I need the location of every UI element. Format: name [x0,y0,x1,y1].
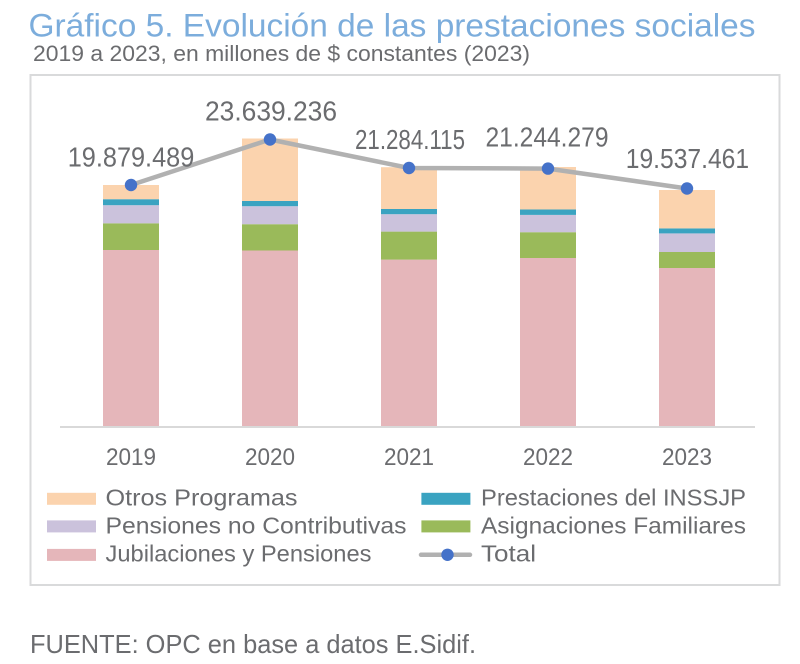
svg-text:Total: Total [481,541,536,567]
svg-text:Otros Programas: Otros Programas [106,485,298,511]
svg-text:19.537.461: 19.537.461 [626,143,749,174]
svg-text:Asignaciones Familiares: Asignaciones Familiares [481,513,746,539]
svg-text:Jubilaciones y Pensiones: Jubilaciones y Pensiones [106,541,372,567]
svg-text:Gráfico 5. Evolución de las pr: Gráfico 5. Evolución de las prestaciones… [29,8,756,44]
svg-text:2021: 2021 [384,444,434,471]
svg-text:2019 a 2023, en millones de $: 2019 a 2023, en millones de $ constantes… [33,41,530,66]
svg-text:2020: 2020 [245,444,295,471]
svg-text:2023: 2023 [662,444,712,471]
svg-text:21.244.279: 21.244.279 [486,122,609,153]
svg-text:2019: 2019 [106,444,156,471]
svg-text:FUENTE: OPC en base a datos E.: FUENTE: OPC en base a datos E.Sidif. [30,629,476,659]
svg-text:2022: 2022 [523,444,573,471]
svg-text:23.639.236: 23.639.236 [205,96,337,127]
svg-text:Pensiones no Contributivas: Pensiones no Contributivas [106,513,407,539]
svg-text:19.879.489: 19.879.489 [68,142,195,173]
svg-text:Prestaciones del INSSJP: Prestaciones del INSSJP [481,485,746,511]
svg-text:21.284.115: 21.284.115 [355,124,465,155]
